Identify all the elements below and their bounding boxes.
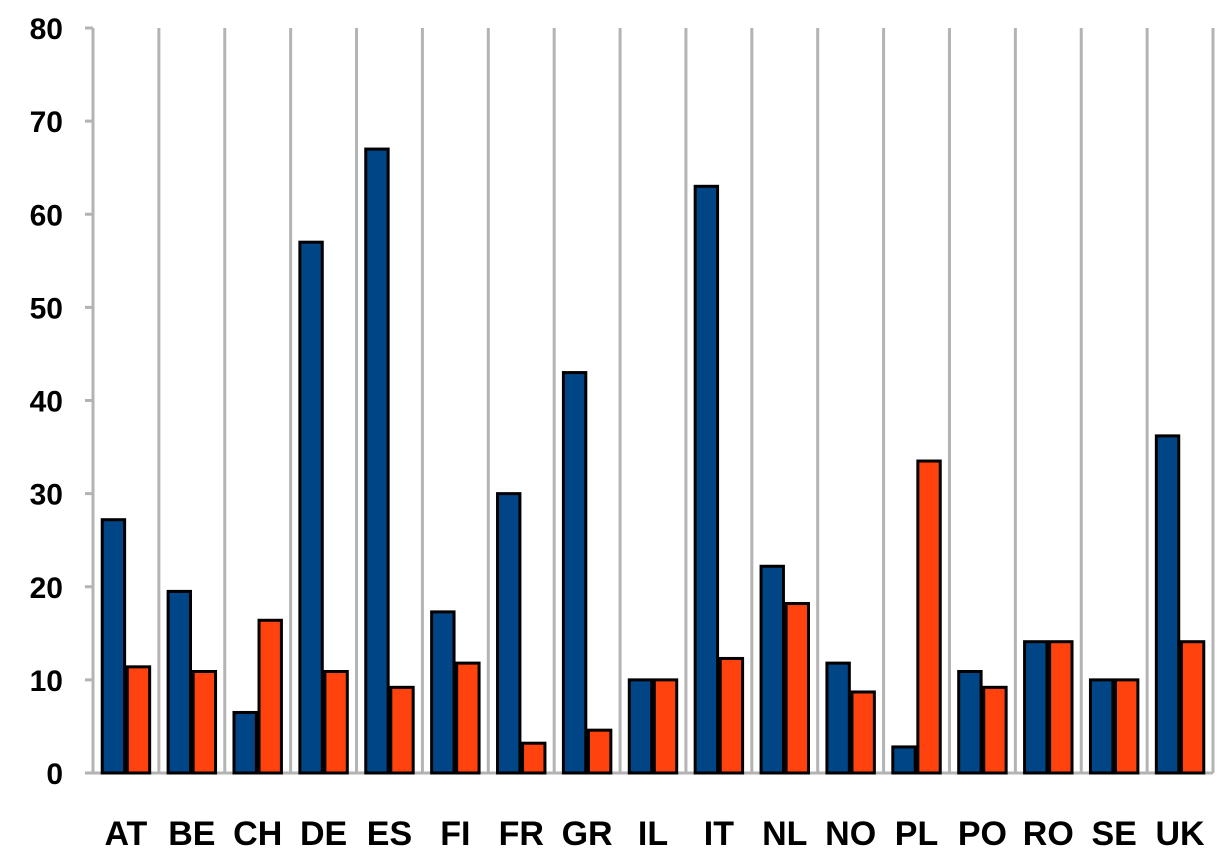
y-tick-label: 10 bbox=[30, 665, 63, 698]
y-tick-label: 30 bbox=[30, 479, 63, 512]
bar-it-series-2 bbox=[718, 656, 745, 775]
bar-se-series-1 bbox=[1088, 678, 1115, 775]
bar-de-series-1 bbox=[298, 240, 324, 775]
bar-de-series-2 bbox=[323, 669, 349, 775]
x-tick-label: FR bbox=[499, 815, 544, 849]
y-tick-label: 20 bbox=[30, 572, 63, 605]
bar-il-series-2 bbox=[652, 678, 679, 775]
bar-nl-series-1 bbox=[759, 564, 785, 775]
bar-at-series-1 bbox=[100, 518, 127, 775]
bar-ch-series-2 bbox=[257, 618, 283, 775]
bar-uk-series-1 bbox=[1154, 434, 1181, 775]
y-tick-label: 60 bbox=[30, 199, 63, 232]
x-tick-label: DE bbox=[300, 815, 347, 849]
x-tick-label: GR bbox=[562, 815, 613, 849]
x-tick-label: FI bbox=[440, 815, 470, 849]
y-tick-label: 50 bbox=[30, 292, 63, 325]
x-tick-label: CH bbox=[233, 815, 282, 849]
y-tick-label: 0 bbox=[46, 758, 63, 791]
x-tick-label: UK bbox=[1156, 815, 1206, 849]
bar-pl-series-1 bbox=[891, 745, 917, 775]
x-tick-label: BE bbox=[168, 815, 215, 849]
bar-fr-series-2 bbox=[521, 741, 547, 775]
y-tick-label: 80 bbox=[30, 13, 63, 46]
y-tick-label: 40 bbox=[30, 386, 63, 419]
x-tick-label: IL bbox=[638, 815, 668, 849]
bar-es-series-1 bbox=[364, 147, 390, 775]
x-tick-label: AT bbox=[105, 815, 148, 849]
x-tick-label: SE bbox=[1091, 815, 1136, 849]
bar-ro-series-2 bbox=[1048, 640, 1074, 775]
bar-be-series-2 bbox=[191, 669, 218, 775]
x-tick-label: RO bbox=[1023, 815, 1074, 849]
x-tick-label: ES bbox=[367, 815, 412, 849]
bar-it-series-1 bbox=[693, 184, 720, 775]
x-tick-label: NO bbox=[825, 815, 876, 849]
bar-pl-series-2 bbox=[916, 459, 942, 775]
bar-es-series-2 bbox=[389, 685, 415, 775]
bar-fi-series-1 bbox=[430, 610, 456, 775]
x-tick-label: NL bbox=[762, 815, 807, 849]
bar-ro-series-1 bbox=[1023, 640, 1049, 775]
bar-fi-series-2 bbox=[455, 661, 481, 775]
bar-nl-series-2 bbox=[784, 602, 810, 775]
bar-po-series-1 bbox=[957, 669, 983, 775]
bar-fr-series-1 bbox=[496, 492, 522, 775]
bar-uk-series-2 bbox=[1179, 640, 1206, 775]
x-tick-label: PO bbox=[958, 815, 1007, 849]
bar-no-series-1 bbox=[825, 661, 851, 775]
bar-no-series-2 bbox=[850, 690, 876, 775]
bar-il-series-1 bbox=[627, 678, 654, 775]
y-tick-label: 70 bbox=[30, 106, 63, 139]
x-tick-label: PL bbox=[895, 815, 938, 849]
x-tick-label: IT bbox=[704, 815, 734, 849]
bar-gr-series-1 bbox=[561, 371, 588, 775]
bar-se-series-2 bbox=[1113, 678, 1140, 775]
bar-ch-series-1 bbox=[232, 710, 258, 775]
bar-gr-series-2 bbox=[586, 728, 613, 775]
bar-be-series-1 bbox=[166, 589, 193, 775]
bar-po-series-2 bbox=[982, 685, 1008, 775]
bar-at-series-2 bbox=[125, 665, 152, 775]
